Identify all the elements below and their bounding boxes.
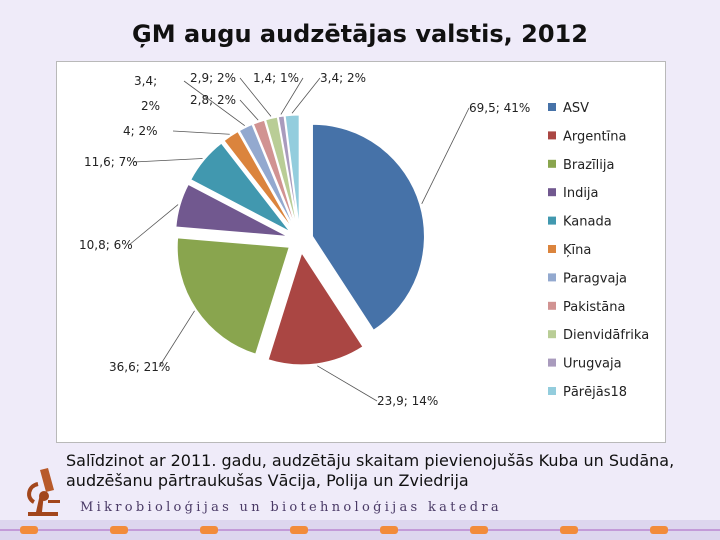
legend-item: Argentīna [548,129,626,144]
pie-slice-paragvaja [238,123,295,229]
legend-item: Paragvaja [548,271,627,286]
leader-line [280,77,304,115]
data-label: 2,8; 2% [190,93,236,107]
legend-label: Urugvaja [563,357,622,372]
legend-swatch [548,301,556,310]
leader-line [239,99,259,121]
legend-swatch [548,245,556,253]
footer-department: Mikrobioloģijas un biotehnoloģijas kated… [80,500,502,515]
leader-line [133,158,203,163]
legend-swatch [548,358,556,367]
data-label: 11,6; 7% [84,155,138,169]
legend-swatch [548,159,556,168]
pie-chart: 69,5; 41% 23,9; 14% 36,6; 21% 10,8; 6% 11,6;… [56,61,666,443]
legend-label: Ķīna [563,243,591,258]
pie-slice-urugvaja [277,115,299,228]
leader-lines [128,77,470,402]
legend-item: Brazīlija [548,158,614,173]
legend-item: Urugvaja [548,357,622,372]
data-label: 1,4; 1% [253,71,299,85]
legend-label: Pakistāna [563,300,625,315]
leader-line [317,365,378,402]
legend-item: Ķīna [548,243,591,258]
data-label: 23,9; 14% [377,394,438,408]
data-label: 3,4; 2% [320,71,366,85]
data-label: 69,5; 41% [469,101,530,115]
data-label: 36,6; 21% [109,360,170,374]
legend-label: Pārējās18 [563,385,627,400]
footer-decoration [0,520,720,540]
footer-ornament [20,526,38,534]
footer-ornament [110,526,128,534]
legend-label: ASV [563,101,589,116]
legend-label: Kanada [563,215,612,230]
legend-item: Indija [548,186,599,201]
pie-slice-brazīlija [176,237,290,355]
legend: ASV Argentīna Brazīlija Indija Kanada Ķīna Par… [548,101,649,400]
footer-ornament [470,526,488,534]
pie-slice-pakistāna [252,119,297,228]
data-label: 3,4; [134,74,157,88]
pie-slice-kanada [190,142,291,233]
footer-ornament [650,526,668,534]
legend-label: Dienvidāfrika [563,328,649,343]
legend-swatch [548,330,556,339]
legend-swatch [548,273,556,282]
data-label: 2% [141,99,160,113]
legend-swatch [548,131,556,140]
slide-title: ĢM augu audzētājas valstis, 2012 [132,20,588,48]
legend-item: Pakistāna [548,300,625,315]
legend-item: ASV [548,101,589,116]
footer-ornament [560,526,578,534]
leader-line [128,204,179,246]
pie-slice-pārējās18 [284,114,300,228]
legend-label: Indija [563,186,599,201]
legend-item: Pārējās18 [548,385,627,400]
leader-line [172,130,230,135]
pie-slice-dienvidāfrika [265,116,298,228]
footer-ornament [290,526,308,534]
data-label: 10,8; 6% [79,238,133,252]
leader-line [291,77,321,114]
legend-swatch [548,103,556,111]
footer-line [0,529,720,531]
pie-slices [175,114,425,366]
legend-label: Paragvaja [563,271,627,286]
pie-slice-indija [175,183,288,237]
legend-swatch [548,387,556,395]
data-label: 4; 2% [123,124,158,138]
data-label: 2,9; 2% [190,71,236,85]
leader-line [158,310,195,368]
legend-item: Dienvidāfrika [548,328,649,343]
legend-swatch [548,216,556,225]
leader-line [421,107,470,205]
legend-label: Brazīlija [563,158,614,173]
footer-ornament [380,526,398,534]
leader-line [183,80,245,126]
pie-slice-ķīna [223,130,294,230]
microscope-icon [27,468,60,516]
legend-item: Kanada [548,215,612,230]
leader-line [239,77,272,117]
data-labels: 69,5; 41% 23,9; 14% 36,6; 21% 10,8; 6% 11,6;… [79,71,530,408]
pie-chart-svg: 69,5; 41% 23,9; 14% 36,6; 21% 10,8; 6% 11,6;… [79,71,649,408]
footer-ornament [200,526,218,534]
legend-swatch [548,188,556,197]
pie-slice-argentīna [267,251,364,366]
legend-label: Argentīna [563,129,626,144]
pie-slice-asv [311,123,425,331]
note-text: Salīdzinot ar 2011. gadu, audzētāju skai… [66,451,675,490]
